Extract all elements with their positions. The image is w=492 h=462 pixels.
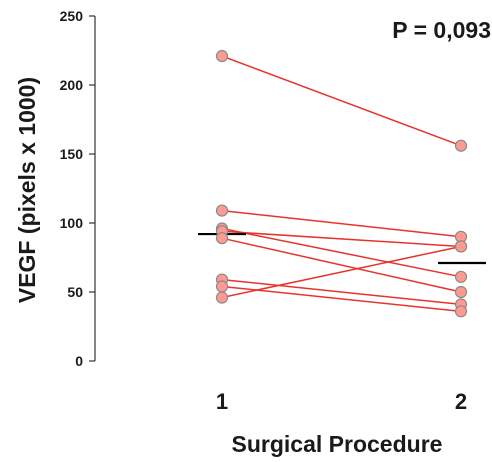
data-point bbox=[454, 305, 468, 318]
pair-line bbox=[221, 237, 462, 293]
data-point bbox=[454, 240, 468, 253]
data-point bbox=[454, 270, 468, 283]
y-tick-label: 200 bbox=[60, 77, 84, 93]
data-point bbox=[215, 49, 229, 63]
x-axis-title: Surgical Procedure bbox=[232, 431, 443, 457]
data-point bbox=[215, 204, 229, 217]
p-value-annotation: P = 0,093 bbox=[392, 17, 491, 43]
pair-line bbox=[221, 55, 462, 147]
pair-line bbox=[221, 230, 462, 248]
y-tick-label: 250 bbox=[60, 8, 84, 24]
y-tick-label: 150 bbox=[60, 146, 84, 162]
data-point bbox=[215, 280, 229, 293]
y-tick-label: 100 bbox=[60, 215, 84, 231]
y-axis-title: VEGF (pixels x 1000) bbox=[14, 77, 40, 303]
pair-line bbox=[221, 209, 462, 238]
pair-line bbox=[221, 245, 462, 299]
y-ticks: 0 50 100 150 200 250 bbox=[60, 8, 95, 369]
data-points bbox=[215, 49, 468, 318]
y-tick-label: 0 bbox=[75, 353, 83, 369]
x-tick-label-1: 1 bbox=[216, 389, 228, 414]
data-point bbox=[454, 285, 468, 299]
y-tick-label: 50 bbox=[67, 284, 83, 300]
pair-line bbox=[221, 285, 462, 313]
series-lines bbox=[221, 55, 462, 313]
data-point bbox=[215, 232, 229, 245]
pair-line bbox=[221, 227, 462, 278]
x-tick-label-2: 2 bbox=[455, 389, 467, 414]
pair-line bbox=[221, 278, 462, 306]
data-point bbox=[454, 139, 468, 152]
data-point bbox=[215, 291, 229, 304]
